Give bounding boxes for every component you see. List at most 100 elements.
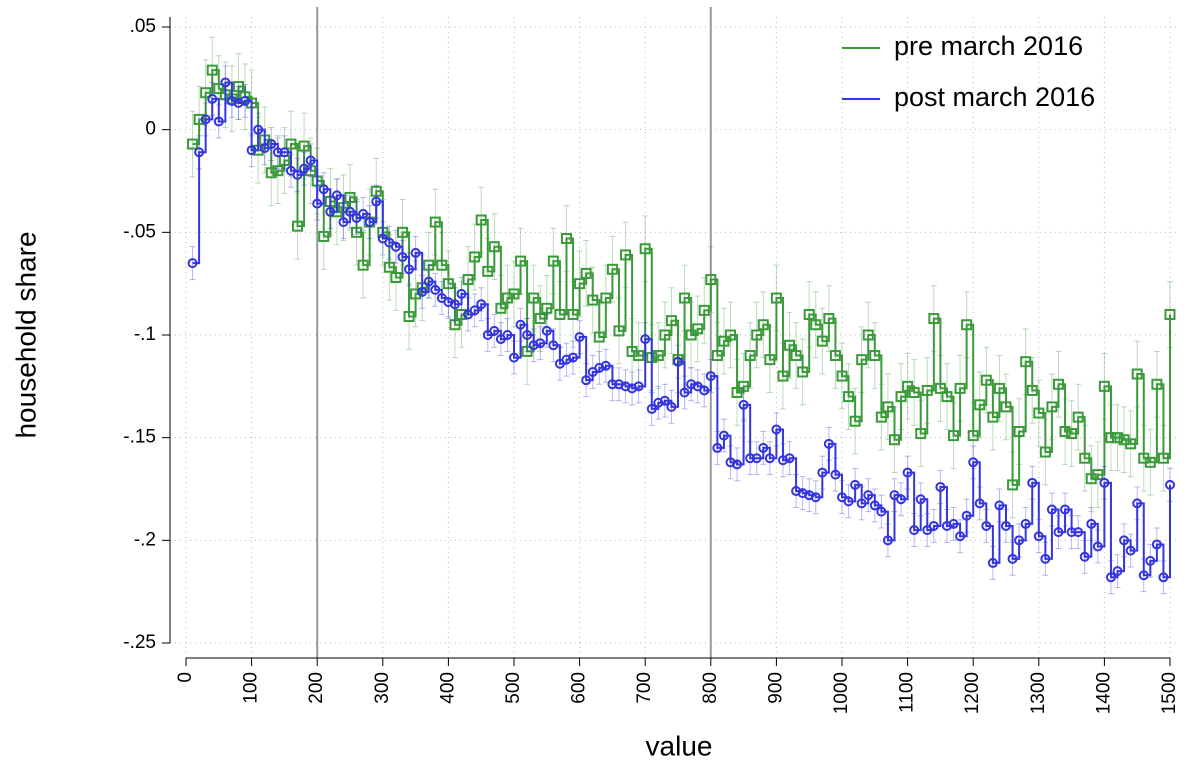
marker [1073, 527, 1084, 538]
marker [994, 500, 1005, 511]
marker [1131, 368, 1143, 380]
marker [600, 292, 612, 304]
marker [652, 350, 664, 362]
marker [744, 350, 756, 362]
marker [862, 329, 874, 341]
marker [705, 371, 716, 382]
x-tick-label: 800 [700, 672, 721, 704]
marker [220, 77, 231, 88]
marker [620, 249, 632, 261]
marker [469, 251, 481, 263]
marker [745, 453, 756, 464]
marker [1079, 452, 1091, 464]
marker [423, 276, 434, 287]
marker [732, 459, 743, 470]
series [187, 65, 1175, 595]
marker [698, 304, 710, 316]
marker [757, 319, 769, 331]
marker [705, 274, 717, 286]
marker [810, 319, 822, 331]
marker [581, 375, 592, 386]
x-tick-label: 1400 [1093, 672, 1114, 714]
marker [1158, 572, 1169, 583]
marker [206, 64, 218, 76]
marker [292, 169, 303, 180]
marker [449, 299, 460, 310]
marker [967, 430, 979, 442]
marker [1040, 553, 1051, 564]
y-tick-label: -.25 [123, 632, 156, 653]
marker [535, 338, 546, 349]
marker [345, 206, 355, 217]
x-tick-label: 200 [306, 672, 327, 704]
marker [882, 535, 893, 546]
x-tick-label: 100 [241, 672, 262, 704]
marker [863, 490, 874, 501]
marker [954, 382, 966, 394]
marker [1060, 504, 1071, 515]
marker [718, 430, 729, 441]
marker [456, 308, 468, 320]
marker [1052, 378, 1064, 390]
marker [521, 345, 533, 357]
marker [685, 329, 697, 341]
legend-label: post march 2016 [894, 82, 1095, 112]
marker [495, 302, 507, 314]
marker [547, 255, 559, 267]
y-tick-label: 0 [145, 119, 156, 140]
x-tick-label: 0 [175, 672, 196, 683]
y-tick-label: -.1 [134, 324, 156, 345]
marker [515, 319, 526, 330]
marker [751, 453, 762, 464]
marker [816, 335, 828, 347]
marker [285, 138, 297, 150]
x-tick-label: 600 [569, 672, 590, 704]
marker [541, 302, 553, 314]
marker [987, 557, 998, 568]
marker [508, 288, 520, 300]
marker [567, 308, 579, 320]
legend-label: pre march 2016 [894, 31, 1083, 61]
marker [476, 299, 487, 310]
marker [915, 494, 926, 505]
marker [200, 87, 212, 99]
marker [961, 510, 972, 521]
marker [908, 386, 920, 398]
marker [1014, 535, 1025, 546]
marker [1066, 428, 1078, 440]
marker [1000, 401, 1012, 413]
marker [266, 139, 277, 150]
marker [974, 399, 986, 411]
marker [915, 428, 927, 440]
marker [764, 354, 776, 366]
x-tick-label: 500 [503, 672, 524, 704]
marker [397, 251, 408, 262]
marker [1033, 531, 1044, 542]
marker [659, 395, 670, 406]
marker [902, 380, 914, 392]
marker [1046, 504, 1057, 515]
marker [823, 313, 835, 325]
marker [803, 308, 815, 320]
marker [1145, 555, 1156, 566]
x-tick-label: 700 [634, 672, 655, 704]
marker [383, 261, 395, 273]
marker [876, 506, 887, 517]
marker [888, 434, 900, 446]
marker [1098, 380, 1110, 392]
marker [396, 226, 408, 238]
marker [1007, 553, 1018, 564]
marker [829, 350, 841, 362]
marker [403, 311, 415, 323]
marker [935, 481, 946, 492]
marker [442, 278, 454, 290]
x-tick-label: 300 [372, 672, 393, 704]
marker [312, 198, 323, 209]
marker [817, 467, 828, 478]
marker [338, 217, 349, 228]
marker [272, 147, 283, 158]
marker [692, 323, 704, 335]
marker [429, 216, 441, 228]
marker [646, 403, 657, 414]
marker [1157, 452, 1169, 464]
